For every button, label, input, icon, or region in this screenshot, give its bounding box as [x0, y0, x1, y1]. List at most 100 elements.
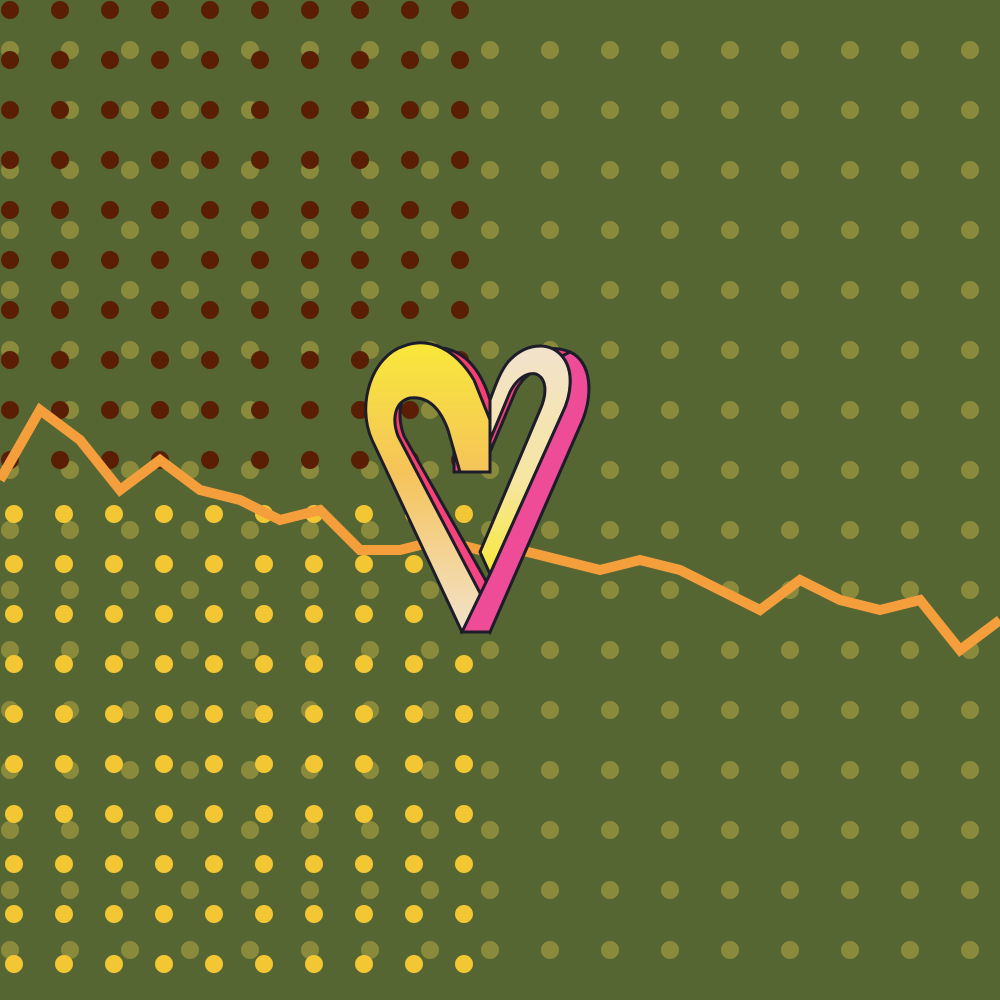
- olive-dot: [661, 401, 679, 419]
- brown-dot: [51, 301, 69, 319]
- olive-dot: [241, 761, 259, 779]
- olive-dot: [121, 641, 139, 659]
- yellow-dot: [405, 805, 423, 823]
- yellow-dot: [205, 805, 223, 823]
- olive-dot: [541, 281, 559, 299]
- olive-dot: [121, 281, 139, 299]
- yellow-dot: [55, 955, 73, 973]
- yellow-dot: [205, 505, 223, 523]
- yellow-dot: [405, 555, 423, 573]
- yellow-dot: [455, 805, 473, 823]
- olive-dot: [961, 221, 979, 239]
- olive-dot: [661, 161, 679, 179]
- brown-dot: [151, 201, 169, 219]
- olive-dot: [661, 821, 679, 839]
- brown-dot: [51, 101, 69, 119]
- brown-dot: [201, 1, 219, 19]
- yellow-dot: [105, 505, 123, 523]
- olive-dot: [601, 701, 619, 719]
- brown-dot: [101, 351, 119, 369]
- olive-dot: [181, 161, 199, 179]
- brown-dot: [101, 401, 119, 419]
- olive-dot: [781, 641, 799, 659]
- yellow-dot: [305, 555, 323, 573]
- brown-dot: [151, 51, 169, 69]
- yellow-dot: [5, 705, 23, 723]
- yellow-dot: [155, 605, 173, 623]
- brown-dot: [401, 401, 419, 419]
- olive-dot: [541, 41, 559, 59]
- olive-dot: [301, 821, 319, 839]
- yellow-dot: [455, 505, 473, 523]
- brown-dot: [301, 1, 319, 19]
- olive-dot: [181, 641, 199, 659]
- yellow-dot: [255, 605, 273, 623]
- yellow-dot: [355, 555, 373, 573]
- olive-dot: [181, 221, 199, 239]
- olive-dot: [601, 461, 619, 479]
- yellow-dot: [455, 755, 473, 773]
- olive-dot-grid: [1, 41, 979, 959]
- olive-dot: [841, 221, 859, 239]
- olive-dot: [421, 941, 439, 959]
- olive-dot: [181, 581, 199, 599]
- brown-dot: [101, 151, 119, 169]
- olive-dot: [421, 221, 439, 239]
- brown-dot: [201, 451, 219, 469]
- olive-dot: [781, 521, 799, 539]
- yellow-dot: [255, 555, 273, 573]
- yellow-dot: [205, 905, 223, 923]
- yellow-dot: [355, 905, 373, 923]
- olive-dot: [301, 941, 319, 959]
- yellow-dot: [255, 905, 273, 923]
- olive-dot: [721, 161, 739, 179]
- olive-dot: [721, 821, 739, 839]
- olive-dot: [961, 161, 979, 179]
- yellow-dot: [5, 555, 23, 573]
- brown-dot: [201, 201, 219, 219]
- olive-dot: [61, 881, 79, 899]
- yellow-dot: [105, 605, 123, 623]
- olive-dot: [721, 401, 739, 419]
- olive-dot: [781, 461, 799, 479]
- olive-dot: [241, 821, 259, 839]
- olive-dot: [181, 821, 199, 839]
- olive-dot: [661, 341, 679, 359]
- yellow-dot: [355, 805, 373, 823]
- olive-dot: [901, 101, 919, 119]
- olive-dot: [841, 101, 859, 119]
- yellow-dot: [55, 605, 73, 623]
- brown-dot: [251, 151, 269, 169]
- olive-dot: [841, 161, 859, 179]
- olive-dot: [301, 581, 319, 599]
- brown-dot: [401, 1, 419, 19]
- brown-dot: [1, 401, 19, 419]
- yellow-dot: [405, 905, 423, 923]
- brown-dot: [51, 151, 69, 169]
- brown-dot: [251, 351, 269, 369]
- olive-dot: [841, 41, 859, 59]
- olive-dot: [181, 101, 199, 119]
- olive-dot: [661, 881, 679, 899]
- olive-dot: [121, 341, 139, 359]
- olive-dot: [901, 41, 919, 59]
- yellow-dot: [5, 605, 23, 623]
- brown-dot: [451, 101, 469, 119]
- olive-dot: [481, 221, 499, 239]
- brown-dot: [251, 301, 269, 319]
- olive-dot: [421, 161, 439, 179]
- olive-dot: [481, 341, 499, 359]
- olive-dot: [421, 641, 439, 659]
- olive-dot: [1, 221, 19, 239]
- brown-dot: [301, 51, 319, 69]
- yellow-dot: [105, 805, 123, 823]
- olive-dot: [301, 641, 319, 659]
- olive-dot: [241, 641, 259, 659]
- brown-dot: [201, 101, 219, 119]
- olive-dot: [541, 221, 559, 239]
- olive-dot: [121, 581, 139, 599]
- heart-cream-ribbon-right: [478, 344, 572, 578]
- olive-dot: [481, 821, 499, 839]
- olive-dot: [481, 281, 499, 299]
- brown-dot: [301, 251, 319, 269]
